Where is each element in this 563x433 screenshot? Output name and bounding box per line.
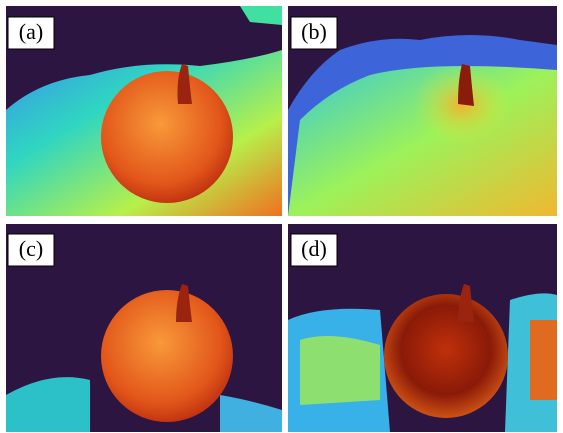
panel-label: (c) bbox=[19, 236, 43, 261]
figure: (a) (b) (c) (d) bbox=[0, 0, 563, 433]
page: (a) (b) (c) (d) (() => { const data = JS… bbox=[0, 0, 563, 433]
panel-label: (d) bbox=[301, 236, 327, 261]
panel-label: (b) bbox=[301, 19, 327, 44]
panel-label: (a) bbox=[19, 19, 43, 44]
